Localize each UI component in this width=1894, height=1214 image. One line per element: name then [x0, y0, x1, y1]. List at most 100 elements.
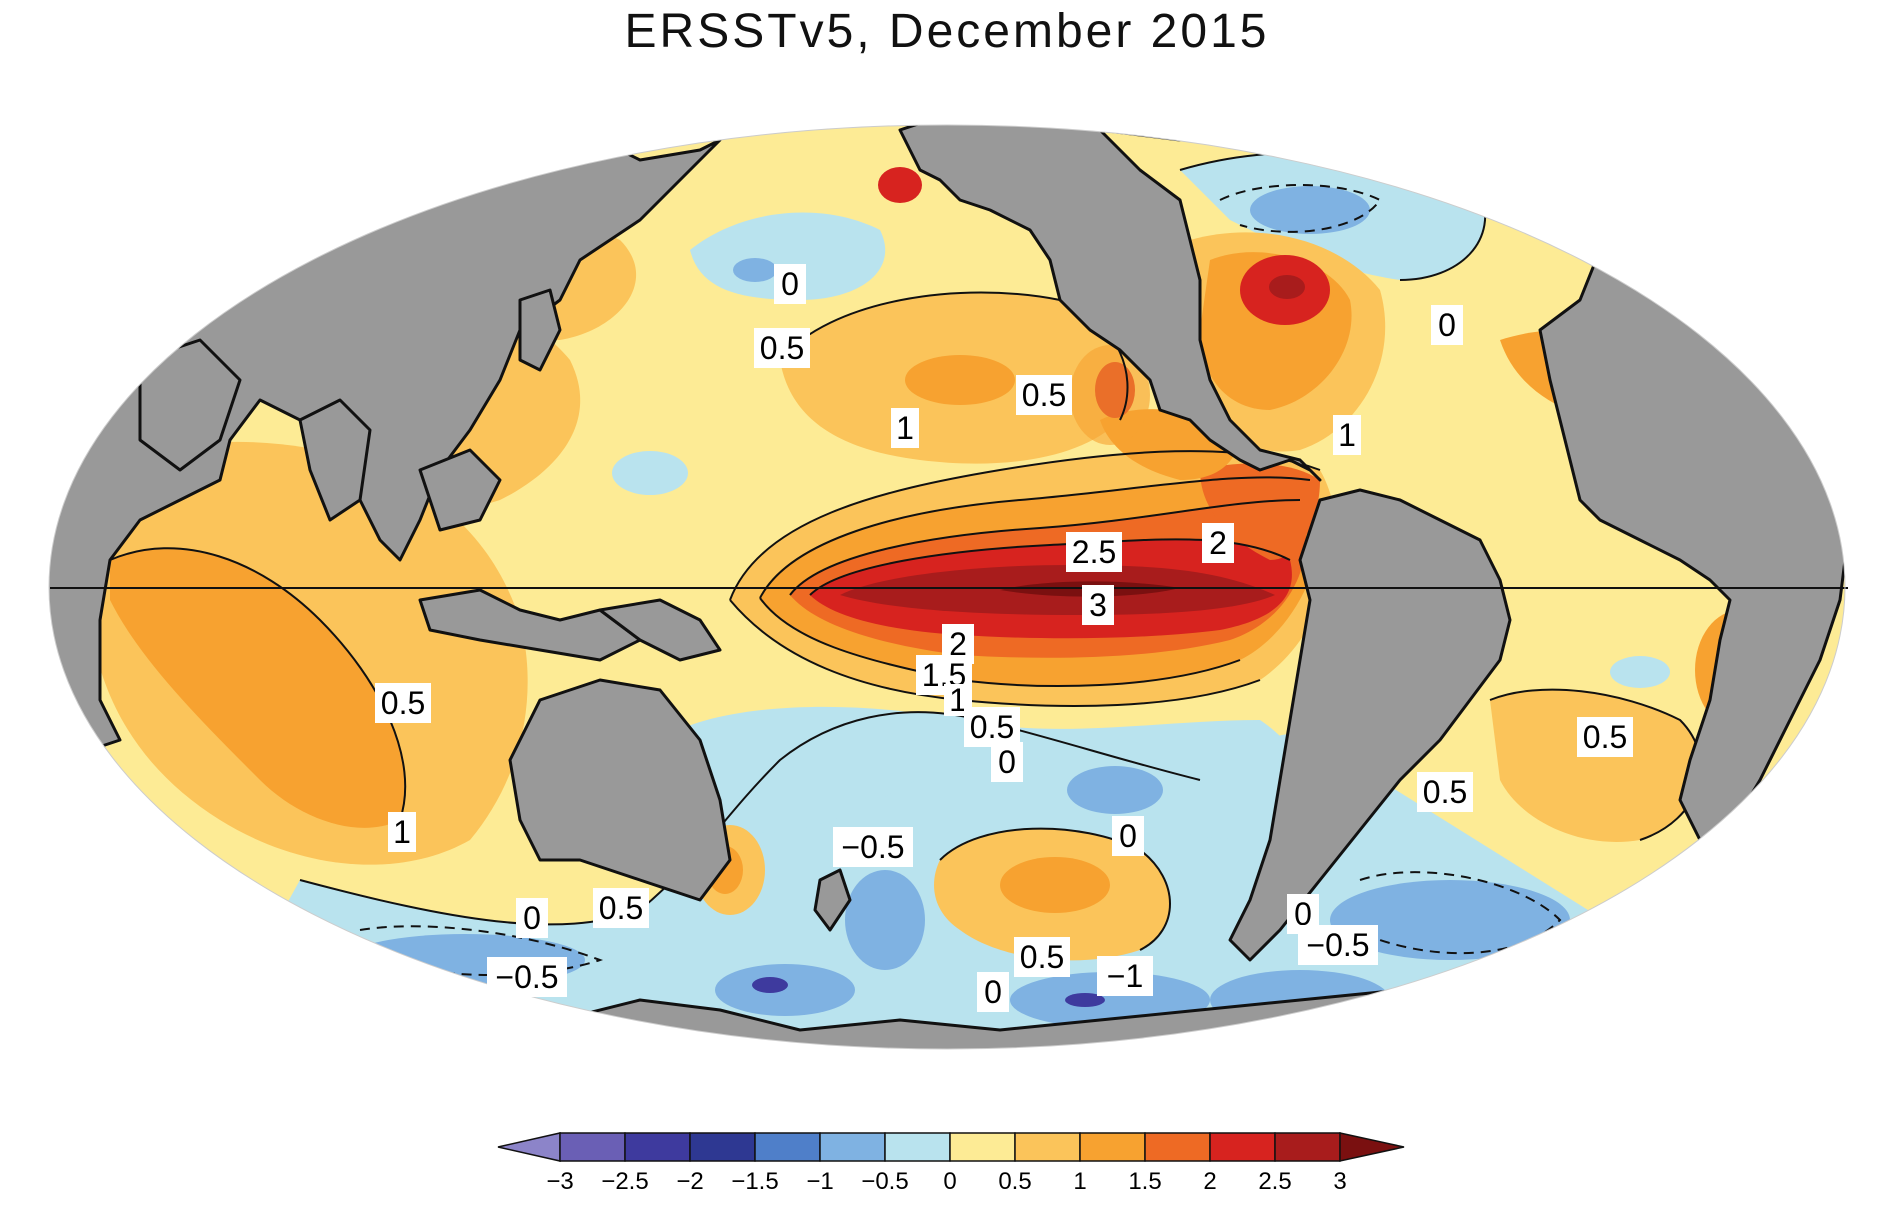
contour-label: 0	[1112, 816, 1144, 856]
colorbar-segment	[754, 1132, 821, 1162]
contour-label: 2	[1202, 523, 1234, 563]
colorbar-segment	[1274, 1132, 1341, 1162]
warm-near-peru	[1200, 463, 1320, 560]
orange-south-pacific	[1000, 857, 1110, 913]
contour-label-text: −0.5	[1306, 927, 1369, 963]
warm-south-atlantic	[1490, 689, 1701, 842]
colorbar-tick-label: 1	[1073, 1168, 1086, 1195]
orange-indian-ocean	[110, 548, 406, 828]
colorbar-tick-label: −0.5	[861, 1168, 908, 1195]
contour-label-text: 3	[1089, 587, 1107, 623]
colorbar-segment	[1144, 1132, 1211, 1162]
colorbar-left-arrow	[497, 1132, 561, 1162]
colorbar-tick-label: −3	[546, 1168, 573, 1195]
contour-label: −0.5	[487, 957, 567, 997]
colorbar-tick-label: 0.5	[998, 1168, 1031, 1195]
contour-label-text: 1	[393, 814, 411, 850]
colorbar-segment	[1209, 1132, 1276, 1162]
contour-label: 0.5	[754, 328, 810, 368]
land-japan	[518, 288, 562, 372]
contour-label: 0.5	[1014, 937, 1070, 977]
contour-label: 1	[1333, 415, 1361, 455]
colorbar-segment	[559, 1132, 626, 1162]
blue-patch-5	[1330, 880, 1570, 960]
contour-line-indian-05	[109, 547, 407, 821]
land-india	[298, 398, 372, 522]
colorbar-ticks: −3 −2.5 −2 −1.5 −1 −0.5 0 0.5 1 1.5 2 2.…	[546, 1168, 1346, 1195]
contour-label: 0.5	[964, 707, 1020, 747]
blue-patch-3	[715, 964, 855, 1016]
contour-label: 0	[1431, 305, 1463, 345]
contour-label-text: 1	[1338, 417, 1356, 453]
contour-label: 1	[388, 812, 416, 852]
contour-label: 0	[991, 742, 1023, 782]
navy-patch-1	[752, 977, 788, 993]
contour-label-text: 2	[949, 626, 967, 662]
colorbar-segment	[884, 1132, 951, 1162]
contour-label: 0.5	[593, 888, 649, 928]
colorbar-tick-label: 2	[1203, 1168, 1216, 1195]
contour-label: 3	[1082, 585, 1114, 625]
land-arabia	[138, 338, 242, 472]
red-patch-bering	[878, 167, 922, 203]
land-se-asia	[418, 448, 502, 532]
colorbar-tick-label: −1.5	[731, 1168, 778, 1195]
contour-line-dashed-3	[1219, 184, 1382, 233]
colorbar-segment	[1079, 1132, 1146, 1162]
colorbar-tick-label: 1.5	[1128, 1168, 1161, 1195]
colorbar-tick-label: 0	[943, 1168, 956, 1195]
contour-label: 0.5	[1417, 772, 1473, 812]
globe-outline	[48, 124, 1846, 1050]
contour-label-text: 1	[949, 682, 967, 718]
contour-line-enso-3	[789, 499, 1301, 596]
colorbar-tick-label: −2.5	[601, 1168, 648, 1195]
contour-label-text: 0.5	[599, 890, 643, 926]
contour-label-text: 1	[896, 410, 914, 446]
contour-label: 0.5	[1577, 717, 1633, 757]
contour-label: −1	[1097, 956, 1153, 996]
navy-patch-2	[1065, 993, 1105, 1007]
contour-label-text: 0	[781, 266, 799, 302]
cold-patch-east-pacific	[612, 451, 688, 495]
contour-label: −0.5	[833, 827, 913, 867]
contour-label: 0.5	[1016, 375, 1072, 415]
contour-label: 1	[944, 682, 972, 718]
colorbar-tick-label: 2.5	[1258, 1168, 1291, 1195]
contour-label-text: 0.5	[1020, 939, 1064, 975]
orange-patch-california	[1070, 345, 1150, 445]
contour-label: 2.5	[1066, 532, 1122, 572]
contour-labels: 0 0.5 1 0.5 0 1 2.5 2 3 2 1.5 1 0.5 0 0.…	[375, 264, 1633, 1012]
contour-label: 0	[516, 898, 548, 938]
blue-patch-9	[733, 258, 777, 282]
contour-label-text: 0	[1438, 307, 1456, 343]
contour-label-text: 0.5	[760, 330, 804, 366]
contour-label-text: 0	[523, 900, 541, 936]
contour-line-enso-2	[759, 476, 1311, 599]
blue-patch-1	[1067, 766, 1163, 814]
contour-label-text: −0.5	[841, 829, 904, 865]
contour-label: −0.5	[1298, 925, 1378, 965]
contour-label: 0	[774, 264, 806, 304]
colorbar-segments	[559, 1132, 1341, 1162]
contour-line-np-05	[779, 291, 1129, 421]
contour-label-text: 0	[1294, 896, 1312, 932]
blue-patch-7	[1250, 186, 1370, 234]
contour-label-text: 0.5	[970, 709, 1014, 745]
contour-label-text: 0.5	[381, 685, 425, 721]
contour-label-text: 2	[1209, 525, 1227, 561]
colorbar-right-arrow	[1339, 1132, 1405, 1162]
colorbar: −3 −2.5 −2 −1.5 −1 −0.5 0 0.5 1 1.5 2 2.…	[497, 1132, 1405, 1195]
contour-label-text: 0	[984, 974, 1002, 1010]
contour-label: 0	[977, 972, 1009, 1012]
land-north-america	[898, 125, 1322, 482]
cold-patch-south-atlantic	[1610, 656, 1670, 688]
land-australia	[508, 678, 732, 902]
map-frame	[48, 124, 1848, 1050]
contour-label-text: 0	[998, 744, 1016, 780]
contour-label: 0.5	[375, 683, 431, 723]
contour-label-text: 0.5	[1583, 719, 1627, 755]
colorbar-segment	[949, 1132, 1016, 1162]
contour-label-text: 2.5	[1072, 534, 1116, 570]
contour-label-text: −0.5	[495, 959, 558, 995]
